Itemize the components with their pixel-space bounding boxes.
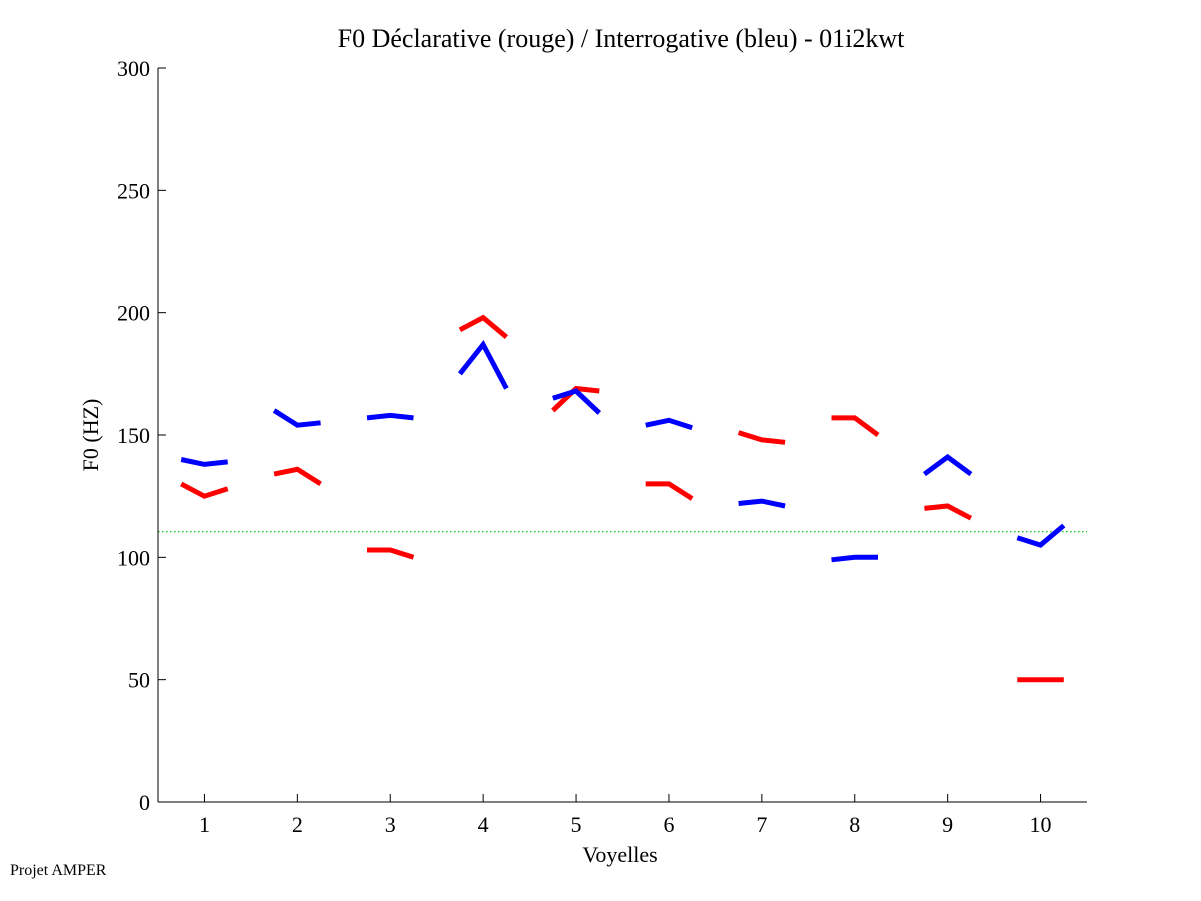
x-tick-label: 10	[1030, 812, 1052, 837]
series-segment	[552, 388, 602, 415]
y-tick-label: 50	[128, 668, 150, 693]
series-segment	[458, 314, 509, 340]
series-interrogative	[180, 339, 1066, 563]
series-segment	[367, 547, 415, 560]
x-tick-label: 2	[292, 812, 303, 837]
y-tick-label: 0	[139, 790, 150, 815]
series-segment	[645, 481, 694, 501]
y-axis-label: F0 (HZ)	[78, 399, 103, 472]
x-tick-label: 5	[571, 812, 582, 837]
series-segment	[924, 503, 973, 521]
x-tick-label: 4	[478, 812, 489, 837]
y-tick-label: 300	[117, 56, 150, 81]
series-segment	[272, 408, 321, 428]
series-segment	[738, 498, 786, 509]
series-declarative	[180, 314, 1064, 683]
y-tick-label: 200	[117, 301, 150, 326]
x-tick-label: 8	[849, 812, 860, 837]
chart-title: F0 Déclarative (rouge) / Interrogative (…	[338, 24, 906, 53]
axes-layer	[157, 68, 1087, 803]
series-segment	[737, 430, 786, 445]
y-tick-label: 150	[117, 423, 150, 448]
series-segment	[1016, 523, 1066, 548]
x-tick-label: 9	[942, 812, 953, 837]
x-tick-label: 6	[663, 812, 674, 837]
series-layer	[180, 314, 1066, 683]
series-segment	[831, 415, 880, 438]
x-axis-label: Voyelles	[582, 842, 657, 867]
x-tick-label: 7	[756, 812, 767, 837]
footer-credit: Projet AMPER	[10, 862, 107, 879]
y-tick-label: 100	[117, 545, 150, 570]
series-segment	[457, 339, 509, 390]
y-tick-label: 250	[117, 178, 150, 203]
series-segment	[831, 554, 878, 563]
series-segment	[922, 453, 973, 477]
x-tick-label: 3	[385, 812, 396, 837]
ticks-layer: 0 50 100 150 200 250 300 1 2 3 4 5 6 7 8 9 10	[117, 56, 1052, 837]
series-segment	[273, 466, 322, 487]
series-segment	[366, 412, 414, 421]
series-segment	[180, 481, 229, 499]
series-segment	[645, 417, 693, 431]
x-tick-label: 1	[199, 812, 210, 837]
series-segment	[180, 457, 228, 467]
